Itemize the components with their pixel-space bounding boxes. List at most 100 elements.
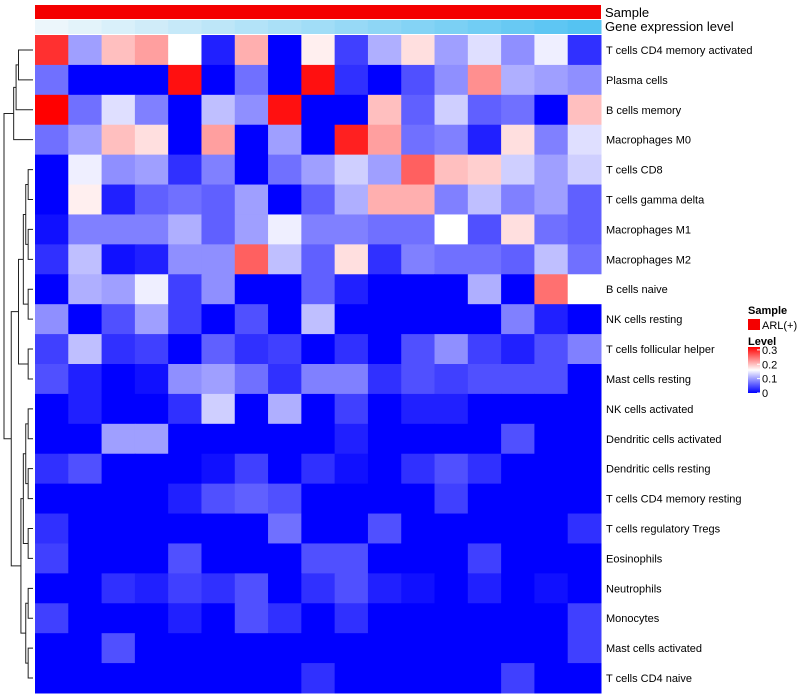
heatmap-cell xyxy=(501,64,535,96)
heatmap-cell xyxy=(567,573,602,604)
expression-bar-cell xyxy=(501,20,535,34)
heatmap-cell xyxy=(334,573,369,604)
heatmap-cell xyxy=(134,364,169,395)
heatmap-cell xyxy=(301,423,336,455)
heatmap-cell xyxy=(234,184,269,215)
heatmap-cell xyxy=(434,35,469,66)
heatmap-cell xyxy=(301,364,336,395)
row-dendrogram xyxy=(3,49,33,679)
heatmap-cell xyxy=(134,423,169,455)
heatmap-cell xyxy=(134,513,169,544)
heatmap-cell xyxy=(101,423,136,455)
heatmap-cell xyxy=(168,423,202,455)
heatmap-cell xyxy=(201,334,236,365)
heatmap-cell xyxy=(234,244,269,275)
heatmap-cell xyxy=(567,35,602,66)
heatmap-cell xyxy=(334,64,369,96)
heatmap-cell xyxy=(534,483,569,515)
heatmap-cell xyxy=(367,513,402,544)
heatmap-cell xyxy=(434,633,469,664)
heatmap-cell xyxy=(35,154,69,186)
heatmap-cell xyxy=(467,35,502,66)
heatmap-cell xyxy=(134,543,169,574)
heatmap-cell xyxy=(334,184,369,215)
heatmap-cell xyxy=(168,214,202,245)
row-label: T cells follicular helper xyxy=(606,344,715,356)
heatmap-cell xyxy=(534,94,569,126)
heatmap-cell xyxy=(68,663,103,694)
dendrogram-branch xyxy=(3,113,14,440)
heatmap-cell xyxy=(35,483,69,515)
heatmap-cell xyxy=(367,64,402,96)
heatmap-cell xyxy=(334,214,369,245)
heatmap-cell xyxy=(534,64,569,96)
heatmap-cell xyxy=(68,35,103,66)
heatmap-cell xyxy=(334,633,369,664)
sample-annotation-bar xyxy=(35,5,601,19)
dendrogram-branch xyxy=(27,468,33,500)
heatmap-cell xyxy=(534,573,569,604)
heatmap-cell xyxy=(234,543,269,574)
heatmap-cell xyxy=(134,483,169,515)
heatmap-cell xyxy=(134,573,169,604)
heatmap-cell xyxy=(467,633,502,664)
heatmap-cell xyxy=(201,274,236,305)
heatmap-cell xyxy=(234,393,269,425)
heatmap-cell xyxy=(334,663,369,694)
dendrogram-branch xyxy=(27,587,33,619)
heatmap-cell xyxy=(401,453,436,485)
heatmap-cell xyxy=(434,393,469,425)
heatmap-cell xyxy=(301,663,336,694)
heatmap-cell xyxy=(467,393,502,425)
row-label: Neutrophils xyxy=(606,583,662,595)
heatmap-cell xyxy=(268,64,302,96)
heatmap-cell xyxy=(35,513,69,544)
heatmap-cell xyxy=(201,543,236,574)
heatmap-cell xyxy=(68,334,103,365)
heatmap-cell xyxy=(134,393,169,425)
heatmap-cell xyxy=(234,663,269,694)
heatmap-cell xyxy=(434,334,469,365)
heatmap-cell xyxy=(501,244,535,275)
heatmap-cells xyxy=(35,35,602,694)
heatmap-cell xyxy=(101,483,136,515)
heatmap-cell xyxy=(68,274,103,305)
dendrogram-branch xyxy=(27,288,33,320)
heatmap-cell xyxy=(467,154,502,186)
heatmap-cell xyxy=(68,94,103,126)
heatmap-cell xyxy=(334,603,369,634)
heatmap-cell xyxy=(101,124,136,156)
heatmap-cell xyxy=(567,94,602,126)
expression-bar-cell xyxy=(367,20,402,34)
heatmap-cell xyxy=(201,423,236,455)
heatmap-cell xyxy=(501,663,535,694)
heatmap-cell xyxy=(367,124,402,156)
heatmap-cell xyxy=(268,483,302,515)
heatmap-cell xyxy=(68,244,103,275)
heatmap-cell xyxy=(68,124,103,156)
heatmap-cell xyxy=(134,35,169,66)
heatmap-cell xyxy=(101,393,136,425)
heatmap-cell xyxy=(501,393,535,425)
row-label: T cells CD8 xyxy=(606,165,663,177)
expression-bar-cell xyxy=(134,20,169,34)
heatmap-cell xyxy=(367,393,402,425)
heatmap-cell xyxy=(234,423,269,455)
heatmap-cell xyxy=(134,154,169,186)
heatmap-cell xyxy=(401,663,436,694)
heatmap-cell xyxy=(534,633,569,664)
heatmap-cell xyxy=(401,35,436,66)
heatmap-cell xyxy=(501,214,535,245)
heatmap-cell xyxy=(234,573,269,604)
legend-tick-label: 0.3 xyxy=(762,345,777,357)
heatmap-cell xyxy=(201,94,236,126)
heatmap-cell xyxy=(234,64,269,96)
heatmap-cell xyxy=(567,214,602,245)
heatmap-cell xyxy=(168,663,202,694)
heatmap-cell xyxy=(334,274,369,305)
heatmap-cell xyxy=(401,124,436,156)
expression-bar-cell xyxy=(467,20,502,34)
heatmap-cell xyxy=(168,274,202,305)
heatmap-cell xyxy=(534,154,569,186)
heatmap-cell xyxy=(35,304,69,335)
